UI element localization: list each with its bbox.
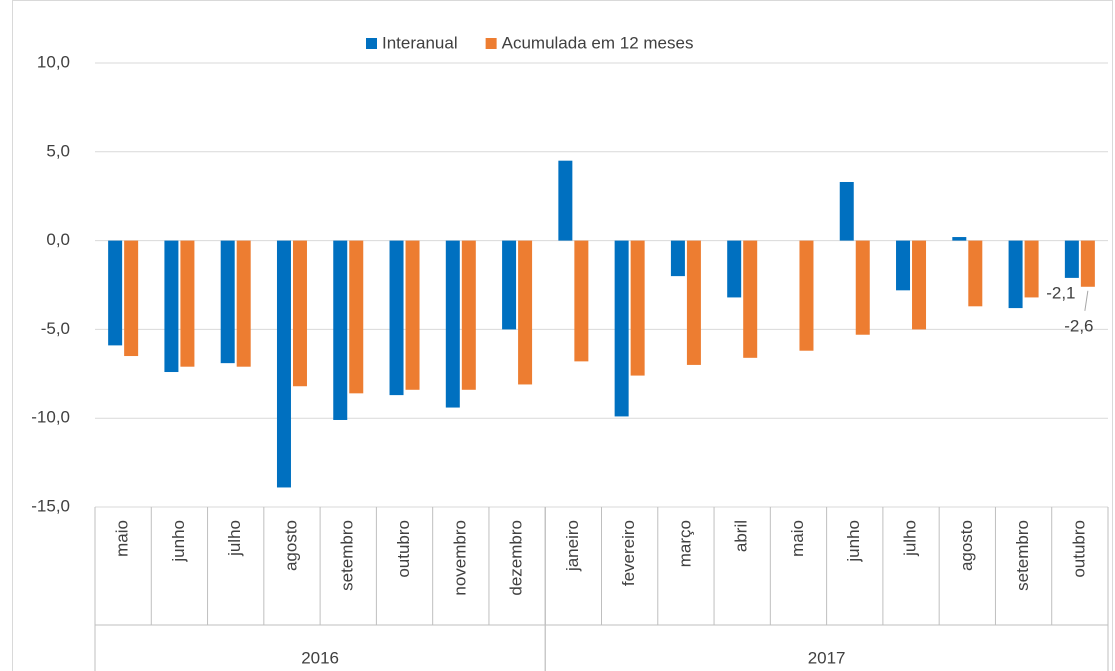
bar	[108, 240, 123, 346]
bar	[896, 240, 911, 291]
bar	[743, 240, 758, 358]
x-tick-label: maio	[113, 520, 132, 557]
bar	[968, 240, 983, 307]
bar	[799, 240, 814, 351]
x-tick-label: outubro	[394, 520, 413, 578]
bar	[502, 240, 517, 330]
x-tick-label: dezembro	[507, 520, 526, 596]
bar	[1024, 240, 1039, 298]
x-tick-label: junho	[844, 520, 863, 563]
bar	[292, 240, 307, 387]
bar	[558, 160, 573, 241]
legend-label: Interanual	[382, 33, 458, 52]
bar	[686, 240, 701, 365]
x-tick-label: junho	[169, 520, 188, 563]
chart-frame	[12, 0, 1113, 671]
x-tick-label: janeiro	[563, 520, 582, 572]
bar	[333, 240, 348, 420]
bar	[727, 240, 742, 298]
x-tick-label: agosto	[281, 520, 300, 571]
bar	[180, 240, 195, 367]
x-tick-label: fevereiro	[619, 520, 638, 586]
bar	[389, 240, 404, 396]
y-tick-label: -5,0	[41, 319, 70, 338]
bar	[839, 181, 854, 241]
y-tick-label: 10,0	[37, 52, 70, 71]
bar	[236, 240, 251, 367]
x-tick-label: novembro	[450, 520, 469, 596]
bar	[220, 240, 235, 364]
bar	[461, 240, 476, 390]
bar	[164, 240, 179, 373]
x-tick-label: setembro	[338, 520, 357, 591]
bar	[518, 240, 533, 385]
bar	[912, 240, 927, 330]
bar	[574, 240, 589, 362]
y-tick-label: 0,0	[46, 230, 70, 249]
data-label: -2,1	[1046, 283, 1075, 302]
group-label: 2017	[808, 648, 846, 667]
bar	[445, 240, 460, 408]
bar	[952, 237, 967, 241]
bar	[855, 240, 870, 335]
bar	[1080, 240, 1095, 287]
bar	[1008, 240, 1023, 309]
x-tick-label: setembro	[1013, 520, 1032, 591]
x-tick-label: outubro	[1069, 520, 1088, 578]
label-leader	[1084, 290, 1089, 311]
x-tick-label: julho	[901, 520, 920, 557]
bar	[405, 240, 420, 390]
bar	[349, 240, 364, 394]
x-tick-label: julho	[225, 520, 244, 557]
x-tick-label: abril	[732, 520, 751, 552]
data-label: -2,6	[1064, 316, 1093, 335]
legend-swatch	[366, 38, 377, 49]
y-tick-label: -15,0	[31, 496, 70, 515]
y-tick-label: 5,0	[46, 141, 70, 160]
bar	[1064, 240, 1079, 278]
bar	[614, 240, 629, 417]
bar	[124, 240, 139, 357]
legend-label: Acumulada em 12 meses	[502, 33, 694, 52]
group-label: 2016	[301, 648, 339, 667]
bar	[670, 240, 685, 277]
legend-swatch	[485, 38, 497, 49]
x-tick-label: maio	[788, 520, 807, 557]
bar	[276, 240, 291, 488]
x-tick-label: agosto	[957, 520, 976, 571]
bar	[630, 240, 645, 376]
x-tick-label: março	[675, 520, 694, 567]
y-tick-label: -10,0	[31, 408, 70, 427]
